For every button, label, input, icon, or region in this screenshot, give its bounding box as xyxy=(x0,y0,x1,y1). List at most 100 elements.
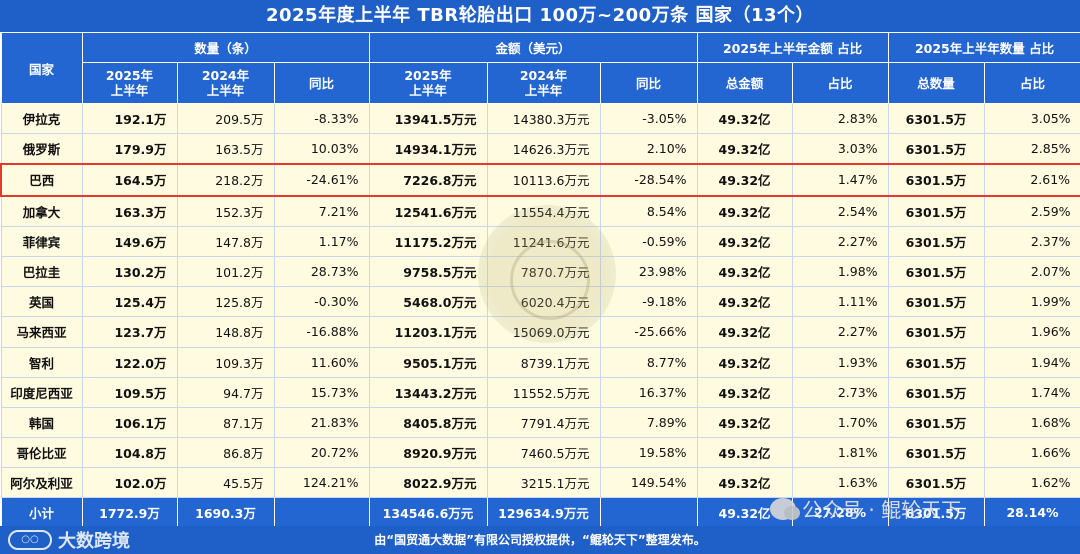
amount-2025-cell: 8920.9万元 xyxy=(368,437,488,469)
quantity-share-cell: 1.68% xyxy=(983,406,1080,439)
table-row: 英国 125.4万 125.8万 -0.30% 5468.0万元 6020.4万元 -9.1… xyxy=(0,286,1080,318)
header-q2024: 2024年 上半年 xyxy=(176,62,275,104)
amount-2024-cell: 10113.6万元 xyxy=(486,163,601,197)
amount-yoy-cell: 149.54% xyxy=(599,467,698,499)
country-cell: 巴西 xyxy=(0,163,83,197)
amount-2025-cell: 11203.1万元 xyxy=(368,316,488,348)
header-quantity-group: 数量（条） xyxy=(81,32,370,63)
subtotal-quantity-share: 28.14% xyxy=(983,497,1080,529)
table-row: 巴西 164.5万 218.2万 -24.61% 7226.8万元 10113.6万元 -2… xyxy=(0,163,1080,197)
quantity-share-cell: 1.96% xyxy=(983,316,1080,348)
wechat-watermark: 公众号 · 鲲轮天下 xyxy=(770,494,961,523)
quantity-2024-cell: 148.8万 xyxy=(176,316,275,348)
amount-share-cell: 3.03% xyxy=(791,133,889,165)
table-row: 韩国 106.1万 87.1万 21.83% 8405.8万元 7791.4万元 7.89%… xyxy=(0,406,1080,439)
quantity-share-cell: 1.62% xyxy=(983,467,1080,499)
total-amount-cell: 49.32亿 xyxy=(696,437,793,469)
subtotal-a-yoy xyxy=(599,497,698,529)
amount-2024-cell: 11552.5万元 xyxy=(486,376,601,408)
quantity-yoy-cell: 11.60% xyxy=(273,346,370,378)
amount-yoy-cell: 7.89% xyxy=(599,406,698,439)
country-cell: 智利 xyxy=(0,346,83,378)
quantity-2024-cell: 218.2万 xyxy=(176,163,275,197)
quantity-2024-cell: 209.5万 xyxy=(176,102,275,135)
quantity-2025-cell: 179.9万 xyxy=(81,133,178,165)
country-cell: 俄罗斯 xyxy=(0,133,83,165)
total-quantity-cell: 6301.5万 xyxy=(887,225,985,257)
total-quantity-cell: 6301.5万 xyxy=(887,346,985,378)
subtotal-a2024: 129634.9万元 xyxy=(486,497,601,529)
amount-share-cell: 2.54% xyxy=(791,195,889,227)
country-cell: 加拿大 xyxy=(0,195,83,227)
amount-2025-cell: 8405.8万元 xyxy=(368,406,488,439)
quantity-2024-cell: 109.3万 xyxy=(176,346,275,378)
quantity-yoy-cell: 124.21% xyxy=(273,467,370,499)
quantity-share-cell: 2.37% xyxy=(983,225,1080,257)
quantity-yoy-cell: 10.03% xyxy=(273,133,370,165)
quantity-2024-cell: 87.1万 xyxy=(176,406,275,439)
quantity-2025-cell: 104.8万 xyxy=(81,437,178,469)
header-quantity-share: 占比 xyxy=(983,62,1080,104)
amount-yoy-cell: -0.59% xyxy=(599,225,698,257)
country-cell: 韩国 xyxy=(0,406,83,439)
amount-share-cell: 1.63% xyxy=(791,467,889,499)
amount-2025-cell: 7226.8万元 xyxy=(368,163,488,197)
header-q-yoy: 同比 xyxy=(273,62,370,104)
total-amount-cell: 49.32亿 xyxy=(696,195,793,227)
amount-2024-cell: 7791.4万元 xyxy=(486,406,601,439)
brand-logo-icon: ○○ xyxy=(8,530,52,550)
amount-share-cell: 1.47% xyxy=(791,163,889,197)
header-total-amount: 总金额 xyxy=(696,62,793,104)
total-amount-cell: 49.32亿 xyxy=(696,225,793,257)
quantity-2024-cell: 94.7万 xyxy=(176,376,275,408)
total-amount-cell: 49.32亿 xyxy=(696,316,793,348)
amount-yoy-cell: 8.77% xyxy=(599,346,698,378)
amount-yoy-cell: 23.98% xyxy=(599,255,698,288)
amount-yoy-cell: 19.58% xyxy=(599,437,698,469)
total-quantity-cell: 6301.5万 xyxy=(887,376,985,408)
quantity-2024-cell: 152.3万 xyxy=(176,195,275,227)
country-cell: 印度尼西亚 xyxy=(0,376,83,408)
total-quantity-cell: 6301.5万 xyxy=(887,133,985,165)
quantity-2024-cell: 86.8万 xyxy=(176,437,275,469)
amount-share-cell: 2.73% xyxy=(791,376,889,408)
amount-yoy-cell: -25.66% xyxy=(599,316,698,348)
quantity-2024-cell: 45.5万 xyxy=(176,467,275,499)
amount-yoy-cell: 16.37% xyxy=(599,376,698,408)
total-quantity-cell: 6301.5万 xyxy=(887,467,985,499)
total-quantity-cell: 6301.5万 xyxy=(887,286,985,318)
subtotal-q-yoy xyxy=(273,497,370,529)
quantity-2024-cell: 147.8万 xyxy=(176,225,275,257)
wechat-watermark-text: 公众号 · 鲲轮天下 xyxy=(802,498,962,522)
quantity-share-cell: 2.59% xyxy=(983,195,1080,227)
watermark-left-text: 大数跨境 xyxy=(58,531,130,552)
header-a2025: 2025年 上半年 xyxy=(368,62,488,104)
amount-yoy-cell: -9.18% xyxy=(599,286,698,318)
amount-share-cell: 2.83% xyxy=(791,102,889,135)
quantity-2024-cell: 125.8万 xyxy=(176,286,275,318)
quantity-2025-cell: 164.5万 xyxy=(81,163,178,197)
header-country: 国家 xyxy=(0,32,83,104)
total-amount-cell: 49.32亿 xyxy=(696,376,793,408)
total-amount-cell: 49.32亿 xyxy=(696,133,793,165)
header-a-yoy: 同比 xyxy=(599,62,698,104)
amount-2025-cell: 14934.1万元 xyxy=(368,133,488,165)
amount-yoy-cell: -28.54% xyxy=(599,163,698,197)
quantity-2024-cell: 101.2万 xyxy=(176,255,275,288)
country-cell: 巴拉圭 xyxy=(0,255,83,288)
footer-credit: 由“国贸通大数据”有限公司授权提供，“鲲轮天下”整理发布。 xyxy=(0,526,1080,554)
watermark-left: ○○ 大数跨境 xyxy=(8,526,130,554)
quantity-2025-cell: 102.0万 xyxy=(81,467,178,499)
quantity-share-cell: 1.66% xyxy=(983,437,1080,469)
quantity-2025-cell: 130.2万 xyxy=(81,255,178,288)
table-row: 加拿大 163.3万 152.3万 7.21% 12541.6万元 11554.4万元 8.… xyxy=(0,195,1080,227)
quantity-share-cell: 2.85% xyxy=(983,133,1080,165)
total-amount-cell: 49.32亿 xyxy=(696,102,793,135)
table-row: 印度尼西亚 109.5万 94.7万 15.73% 13443.2万元 11552.5万元… xyxy=(0,376,1080,408)
quantity-yoy-cell: -24.61% xyxy=(273,163,370,197)
table-row: 巴拉圭 130.2万 101.2万 28.73% 9758.5万元 7870.7万元 23.… xyxy=(0,255,1080,288)
quantity-2024-cell: 163.5万 xyxy=(176,133,275,165)
amount-2025-cell: 13941.5万元 xyxy=(368,102,488,135)
country-cell: 马来西亚 xyxy=(0,316,83,348)
total-quantity-cell: 6301.5万 xyxy=(887,102,985,135)
